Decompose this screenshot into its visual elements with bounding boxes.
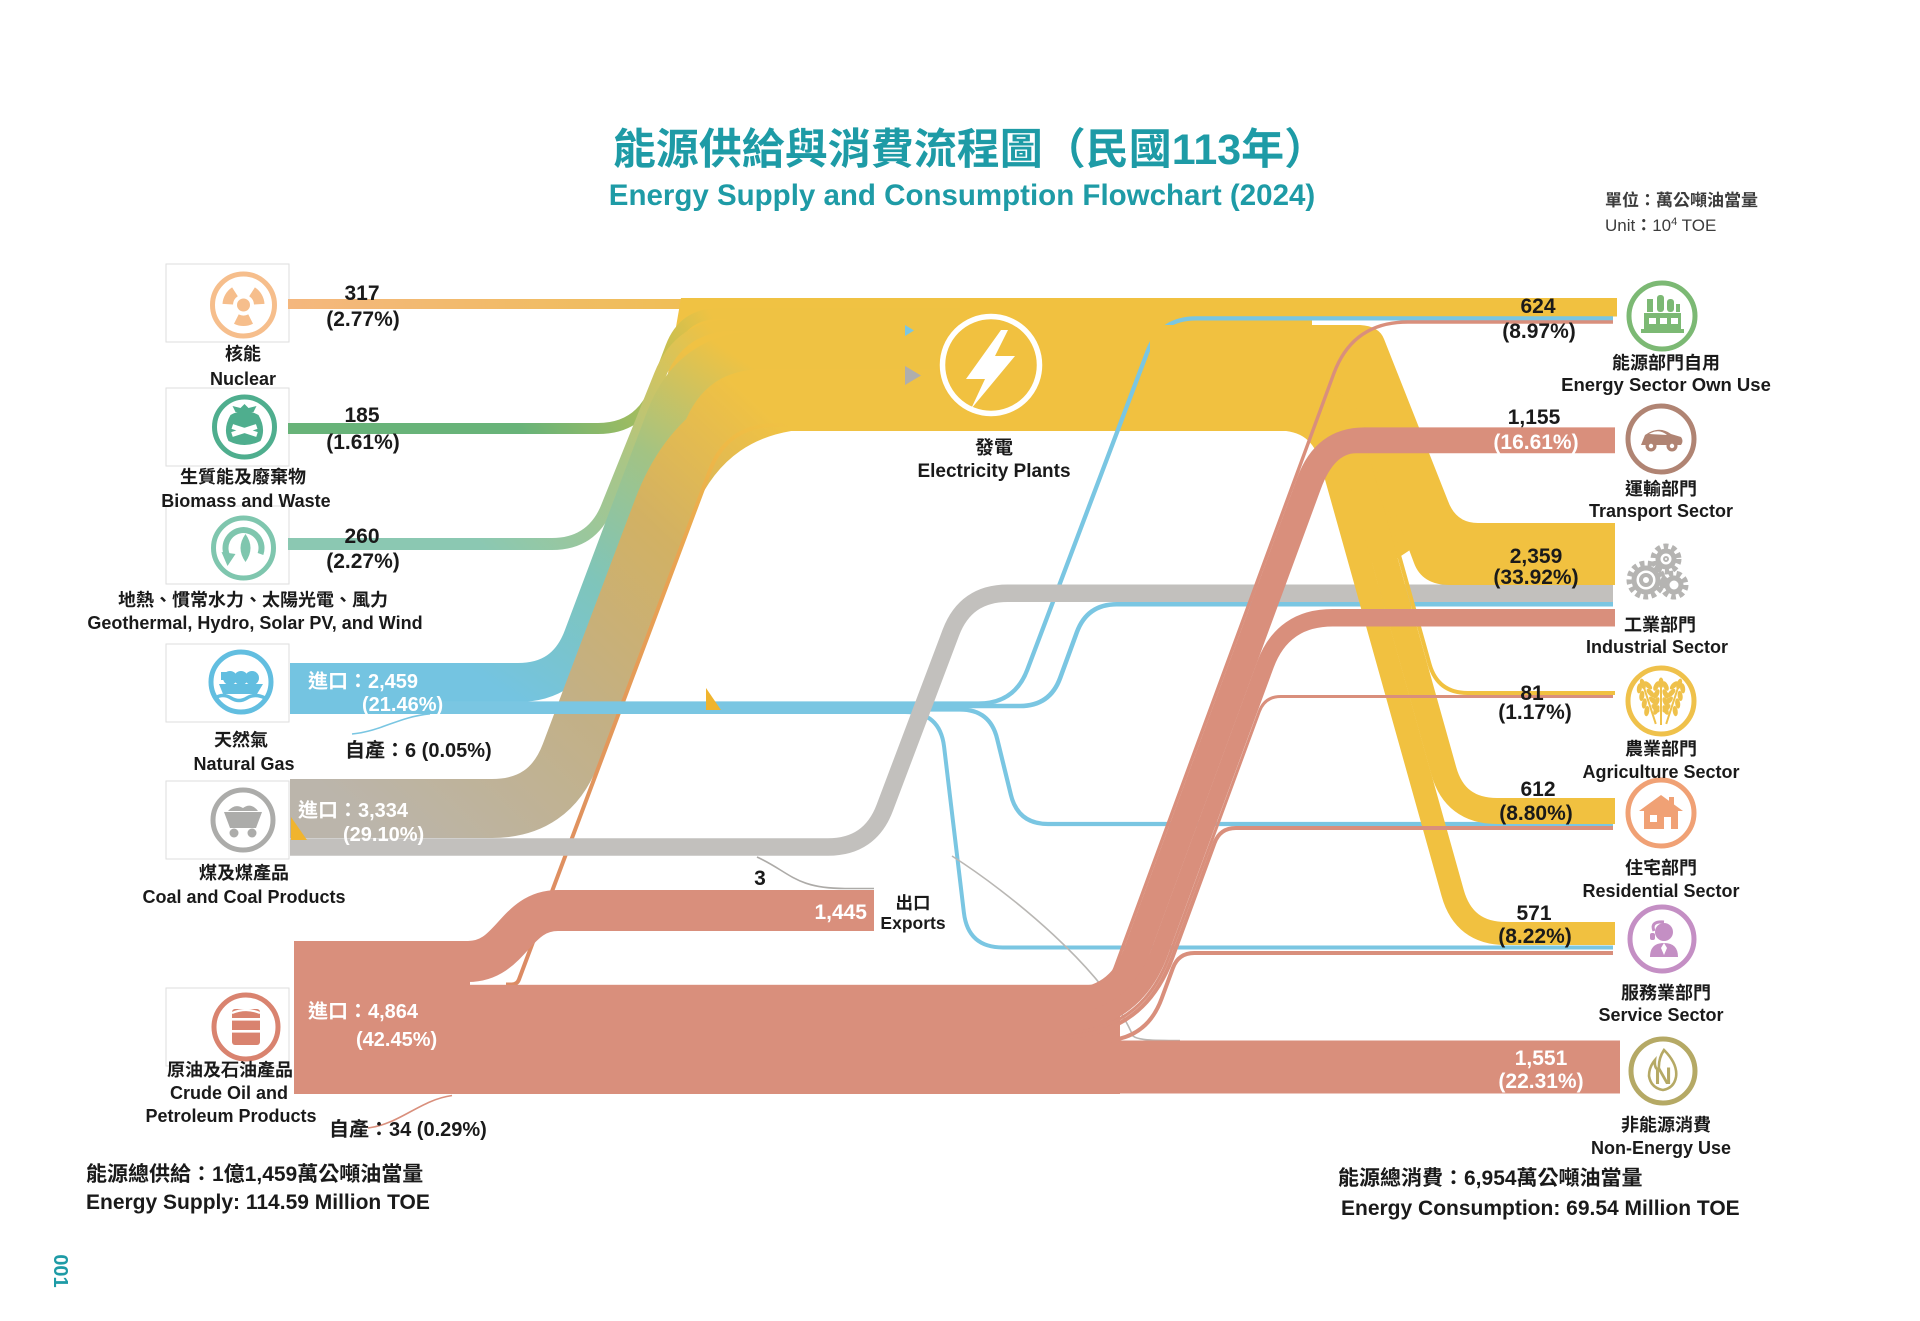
svg-text:進口：3,334: 進口：3,334 — [298, 800, 409, 822]
svg-text:Exports: Exports — [880, 913, 945, 933]
svg-text:(2.77%): (2.77%) — [326, 308, 400, 331]
svg-text:進口：4,864: 進口：4,864 — [308, 1001, 419, 1023]
svg-text:1,551: 1,551 — [1515, 1047, 1568, 1070]
svg-text:農業部門: 農業部門 — [1625, 739, 1697, 759]
svg-text:Crude Oil and: Crude Oil and — [170, 1083, 288, 1103]
svg-text:Biomass and Waste: Biomass and Waste — [161, 491, 330, 511]
svg-text:317: 317 — [344, 282, 379, 305]
svg-text:發電: 發電 — [975, 437, 1013, 459]
svg-text:Unit：104 TOE: Unit：104 TOE — [1605, 216, 1716, 235]
svg-text:571: 571 — [1516, 902, 1551, 925]
svg-text:185: 185 — [344, 404, 379, 427]
svg-text:(33.92%): (33.92%) — [1493, 566, 1578, 589]
svg-text:能源總供給：1億1,459萬公噸油當量: 能源總供給：1億1,459萬公噸油當量 — [86, 1162, 423, 1186]
svg-text:(42.45%): (42.45%) — [356, 1029, 437, 1051]
svg-text:(21.46%): (21.46%) — [362, 694, 443, 716]
svg-text:3: 3 — [754, 867, 766, 890]
svg-text:(8.80%): (8.80%) — [1499, 802, 1573, 825]
svg-text:(16.61%): (16.61%) — [1493, 431, 1578, 454]
svg-text:612: 612 — [1520, 778, 1555, 801]
svg-text:(1.17%): (1.17%) — [1498, 701, 1572, 724]
svg-text:自產：34 (0.29%): 自產：34 (0.29%) — [329, 1118, 487, 1141]
svg-text:Energy Supply: 114.59 Million: Energy Supply: 114.59 Million TOE — [86, 1191, 430, 1214]
svg-text:Service Sector: Service Sector — [1598, 1005, 1723, 1025]
svg-text:地熱、慣常水力、太陽光電、風力: 地熱、慣常水力、太陽光電、風力 — [118, 590, 388, 610]
svg-text:天然氣: 天然氣 — [214, 730, 268, 750]
svg-text:生質能及廢棄物: 生質能及廢棄物 — [180, 467, 306, 487]
svg-text:服務業部門: 服務業部門 — [1621, 983, 1711, 1003]
svg-text:Nuclear: Nuclear — [210, 369, 276, 389]
svg-text:Transport Sector: Transport Sector — [1589, 501, 1733, 521]
svg-text:Energy Sector Own Use: Energy Sector Own Use — [1561, 374, 1771, 395]
svg-text:非能源消費: 非能源消費 — [1621, 1115, 1711, 1135]
svg-text:2,359: 2,359 — [1510, 545, 1563, 568]
svg-text:Geothermal, Hydro, Solar PV, a: Geothermal, Hydro, Solar PV, and Wind — [87, 613, 422, 633]
svg-text:能源供給與消費流程圖（民國113年）: 能源供給與消費流程圖（民國113年） — [613, 126, 1327, 174]
svg-text:原油及石油產品: 原油及石油產品 — [167, 1060, 293, 1080]
svg-text:自產：6 (0.05%): 自產：6 (0.05%) — [345, 739, 492, 762]
svg-text:單位：萬公噸油當量: 單位：萬公噸油當量 — [1605, 191, 1758, 210]
svg-text:煤及煤產品: 煤及煤產品 — [199, 863, 289, 883]
svg-text:(1.61%): (1.61%) — [326, 431, 400, 454]
svg-text:核能: 核能 — [225, 344, 261, 364]
svg-text:出口: 出口 — [896, 893, 931, 913]
svg-text:N: N — [1654, 1063, 1671, 1090]
svg-text:住宅部門: 住宅部門 — [1625, 858, 1697, 878]
svg-text:工業部門: 工業部門 — [1624, 615, 1696, 635]
svg-text:(22.31%): (22.31%) — [1498, 1070, 1583, 1093]
svg-text:(2.27%): (2.27%) — [326, 550, 400, 573]
svg-text:Non-Energy Use: Non-Energy Use — [1591, 1138, 1731, 1158]
svg-text:260: 260 — [344, 525, 379, 548]
svg-text:(8.22%): (8.22%) — [1498, 925, 1572, 948]
svg-text:624: 624 — [1520, 295, 1555, 318]
svg-text:(8.97%): (8.97%) — [1502, 320, 1576, 343]
svg-text:進口：2,459: 進口：2,459 — [308, 671, 418, 693]
svg-text:Petroleum Products: Petroleum Products — [145, 1106, 316, 1126]
svg-text:Energy Consumption: 69.54 Mil: Energy Consumption: 69.54 Million TOE — [1341, 1197, 1740, 1220]
svg-text:1,445: 1,445 — [814, 901, 867, 924]
svg-text:Industrial Sector: Industrial Sector — [1586, 637, 1728, 657]
svg-text:能源總消費：6,954萬公噸油當量: 能源總消費：6,954萬公噸油當量 — [1338, 1166, 1643, 1190]
svg-text:Agriculture Sector: Agriculture Sector — [1582, 762, 1739, 782]
svg-text:Natural Gas: Natural Gas — [193, 754, 294, 774]
svg-text:Coal and Coal Products: Coal and Coal Products — [142, 887, 345, 907]
svg-text:001: 001 — [49, 1254, 71, 1287]
svg-text:1,155: 1,155 — [1508, 406, 1561, 429]
svg-text:運輸部門: 運輸部門 — [1625, 479, 1697, 499]
svg-text:Electricity Plants: Electricity Plants — [917, 461, 1070, 482]
svg-text:(29.10%): (29.10%) — [343, 824, 424, 846]
svg-text:81: 81 — [1520, 682, 1544, 705]
svg-text:能源部門自用: 能源部門自用 — [1612, 353, 1720, 373]
svg-text:Energy Supply and Consumption: Energy Supply and Consumption Flowchart … — [609, 179, 1315, 212]
svg-text:Residential Sector: Residential Sector — [1582, 881, 1739, 901]
